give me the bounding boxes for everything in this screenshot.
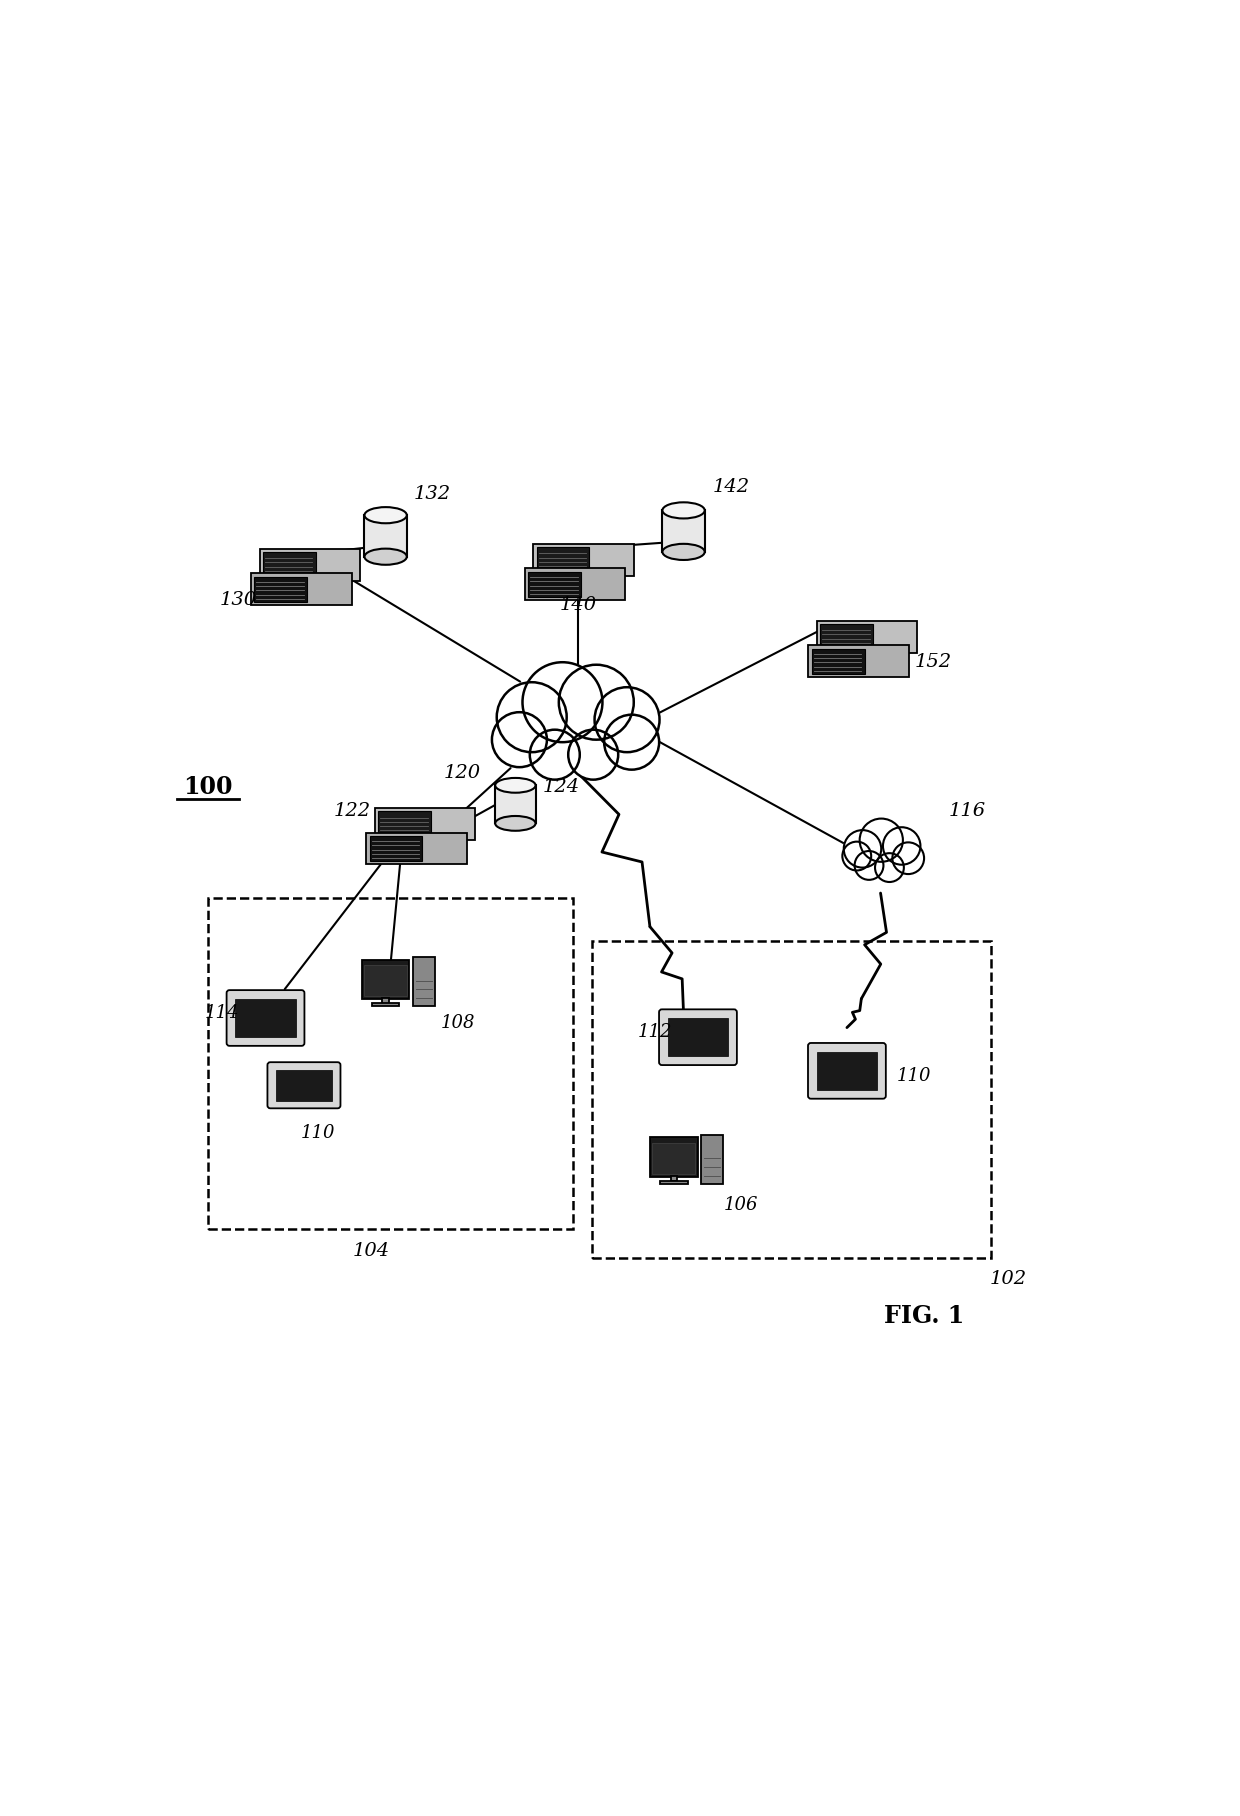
Text: 130: 130 bbox=[219, 590, 257, 608]
Circle shape bbox=[875, 854, 904, 883]
Circle shape bbox=[893, 843, 924, 873]
Bar bbox=[374, 808, 475, 841]
FancyBboxPatch shape bbox=[268, 1062, 341, 1108]
Bar bbox=[650, 1137, 698, 1177]
Bar bbox=[413, 957, 435, 1006]
Text: FIG. 1: FIG. 1 bbox=[884, 1304, 963, 1327]
Circle shape bbox=[594, 686, 660, 752]
FancyBboxPatch shape bbox=[658, 1010, 737, 1064]
Circle shape bbox=[568, 730, 619, 779]
Bar bbox=[667, 1019, 728, 1057]
Text: 108: 108 bbox=[440, 1013, 475, 1031]
Circle shape bbox=[842, 841, 872, 870]
Ellipse shape bbox=[662, 503, 704, 518]
Bar bbox=[367, 832, 466, 864]
Text: 102: 102 bbox=[990, 1271, 1027, 1288]
Bar bbox=[275, 1070, 332, 1100]
Bar bbox=[365, 516, 407, 558]
Bar bbox=[528, 572, 582, 597]
Bar bbox=[533, 545, 634, 576]
Bar bbox=[820, 623, 873, 650]
Bar bbox=[817, 621, 918, 652]
Text: 110: 110 bbox=[301, 1124, 336, 1142]
Bar bbox=[263, 552, 316, 577]
Ellipse shape bbox=[365, 548, 407, 565]
Bar bbox=[537, 547, 589, 574]
FancyBboxPatch shape bbox=[227, 990, 305, 1046]
Circle shape bbox=[522, 663, 603, 743]
Text: 122: 122 bbox=[334, 803, 371, 821]
Bar bbox=[817, 1051, 877, 1090]
Bar bbox=[662, 510, 704, 552]
Bar bbox=[362, 959, 409, 999]
Bar bbox=[652, 1144, 696, 1175]
Bar bbox=[525, 568, 625, 599]
Bar bbox=[372, 1002, 399, 1006]
Circle shape bbox=[559, 665, 634, 739]
Bar bbox=[208, 897, 573, 1229]
Bar bbox=[370, 835, 423, 861]
Bar bbox=[812, 648, 864, 674]
Bar bbox=[259, 548, 360, 581]
Circle shape bbox=[859, 819, 903, 863]
Ellipse shape bbox=[662, 543, 704, 559]
Circle shape bbox=[529, 730, 580, 779]
FancyBboxPatch shape bbox=[808, 1042, 885, 1099]
Bar bbox=[702, 1135, 723, 1184]
Text: 116: 116 bbox=[949, 803, 986, 821]
Bar bbox=[660, 1180, 688, 1184]
Ellipse shape bbox=[365, 507, 407, 523]
Circle shape bbox=[492, 712, 547, 766]
Text: 114: 114 bbox=[205, 1004, 239, 1022]
Circle shape bbox=[867, 837, 904, 873]
Text: 140: 140 bbox=[559, 596, 596, 614]
Text: 142: 142 bbox=[713, 478, 750, 496]
Circle shape bbox=[543, 696, 613, 765]
Bar bbox=[808, 645, 909, 677]
Circle shape bbox=[843, 830, 882, 868]
Ellipse shape bbox=[495, 777, 536, 794]
Text: 120: 120 bbox=[444, 765, 481, 783]
Bar bbox=[365, 966, 407, 997]
Text: 124: 124 bbox=[543, 779, 580, 797]
Bar bbox=[495, 785, 536, 823]
Bar bbox=[250, 574, 351, 605]
Bar bbox=[382, 997, 388, 1004]
Bar bbox=[236, 999, 296, 1037]
Text: 132: 132 bbox=[413, 485, 450, 503]
Text: 110: 110 bbox=[897, 1066, 931, 1084]
Text: 112: 112 bbox=[637, 1024, 672, 1041]
Text: 100: 100 bbox=[184, 775, 233, 799]
Bar bbox=[378, 812, 432, 837]
Circle shape bbox=[883, 828, 920, 864]
Text: 106: 106 bbox=[724, 1197, 759, 1215]
Bar bbox=[671, 1175, 677, 1182]
Circle shape bbox=[604, 716, 660, 770]
Circle shape bbox=[854, 852, 883, 879]
Bar bbox=[593, 941, 991, 1258]
Ellipse shape bbox=[495, 815, 536, 830]
Text: 104: 104 bbox=[352, 1242, 389, 1260]
Text: 152: 152 bbox=[915, 654, 952, 672]
Bar bbox=[254, 576, 308, 601]
Circle shape bbox=[497, 683, 567, 752]
